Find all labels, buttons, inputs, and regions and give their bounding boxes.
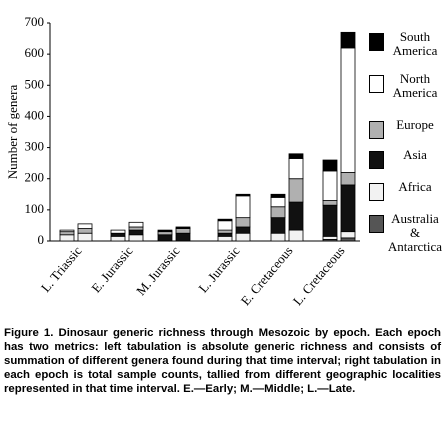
bar-segment	[128, 226, 144, 231]
legend-swatch	[369, 215, 384, 233]
chart: Number of genera 0 100 200 300 400 500 600 700 L…	[5, 14, 360, 308]
legend-swatch	[369, 33, 384, 51]
bar-segment	[340, 31, 356, 49]
y-tick-label: 700	[25, 14, 45, 29]
bar-segment	[175, 228, 191, 234]
bar-segment	[270, 217, 286, 234]
bar-segment	[175, 232, 191, 242]
x-tick-label: L. Jurassic	[195, 243, 242, 295]
legend-label: Asia	[403, 147, 427, 162]
bar-segment	[340, 231, 356, 239]
x-tick-label: E. Jurassic	[88, 243, 135, 295]
bar-segment	[288, 178, 304, 203]
bar-segment	[288, 153, 304, 159]
x-tick-label: M. Jurassic	[133, 243, 183, 298]
legend-label: Australia & Antarctica	[387, 211, 443, 254]
bar-segment	[217, 218, 233, 222]
bar-segment	[270, 193, 286, 198]
legend-label: North America	[392, 71, 438, 100]
bar-segment	[59, 231, 75, 236]
y-tick-label: 300	[25, 139, 45, 154]
bar-segment	[270, 196, 286, 208]
bar-segment	[217, 220, 233, 231]
legend-label: Africa	[398, 179, 432, 194]
bar-segment	[235, 232, 251, 242]
bar-segment	[340, 172, 356, 186]
y-tick-label: 0	[38, 232, 45, 247]
y-tick-label: 600	[25, 45, 45, 60]
bar-segment	[322, 235, 338, 240]
y-tick-label: 200	[25, 170, 45, 185]
legend-label: Europe	[396, 117, 434, 132]
bar-segment	[322, 200, 338, 206]
bar-segment	[175, 226, 191, 229]
bar-segment	[157, 229, 173, 233]
bar-segment	[157, 231, 173, 236]
bar-segment	[340, 237, 356, 242]
x-tick-label: L. Cretaceous	[290, 243, 348, 308]
bar-segment	[77, 228, 93, 234]
legend-swatch	[369, 75, 384, 93]
bar-segment	[77, 232, 93, 242]
bar-segment	[235, 217, 251, 228]
y-axis-label: Number of genera	[5, 84, 20, 179]
bar-segment	[340, 47, 356, 173]
legend-swatch	[369, 183, 384, 201]
bar-segment	[217, 229, 233, 234]
bar-segment	[128, 234, 144, 242]
bar-segment	[110, 232, 126, 237]
x-tick-label: E. Cretaceous	[238, 243, 296, 308]
bar-segment	[110, 235, 126, 242]
legend-label: South America	[392, 29, 438, 58]
bar-segment	[322, 159, 338, 172]
bar-segment	[340, 184, 356, 233]
bar-segment	[322, 204, 338, 237]
legend-swatch	[369, 121, 384, 139]
legend-swatch	[369, 151, 384, 169]
bar-segment	[217, 232, 233, 237]
bar-segment	[270, 206, 286, 219]
caption: Figure 1. Dinosaur generic richness thro…	[4, 327, 441, 395]
bar-segment	[288, 201, 304, 231]
y-tick-label: 500	[25, 76, 45, 91]
bar-segment	[128, 229, 144, 236]
bar-segment	[59, 234, 75, 242]
x-tick-label: L. Triassic	[38, 243, 85, 295]
y-tick-label: 100	[25, 201, 45, 216]
y-tick-label: 400	[25, 107, 45, 122]
bar-segment	[59, 229, 75, 233]
bar-segment	[270, 232, 286, 242]
bar-segment	[77, 223, 93, 229]
bar-segment	[288, 229, 304, 242]
bar-segment	[217, 235, 233, 242]
bar-segment	[128, 221, 144, 228]
bar-segment	[235, 195, 251, 219]
bar-segment	[288, 158, 304, 180]
bar-segment	[110, 229, 126, 234]
bar-segment	[157, 234, 173, 242]
bar-segment	[235, 226, 251, 234]
bar-segment	[322, 170, 338, 201]
bar-segment	[235, 193, 251, 197]
